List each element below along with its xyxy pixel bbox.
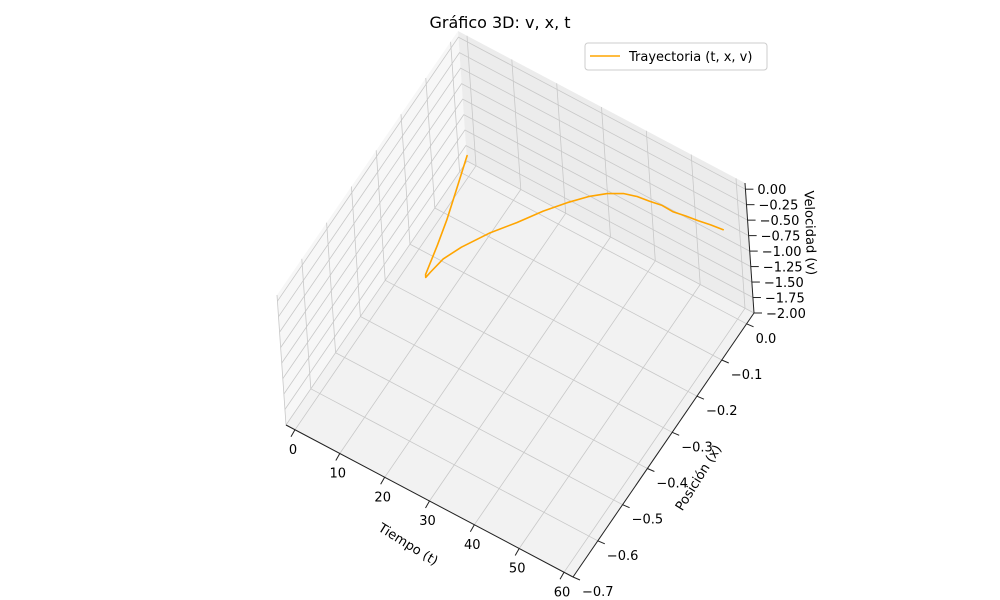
grid-line-v bbox=[282, 114, 751, 379]
x-tick bbox=[425, 500, 430, 509]
y-tick bbox=[721, 359, 729, 364]
z-tick-label: −1.75 bbox=[765, 292, 805, 307]
y-tick-label: 0.0 bbox=[756, 332, 777, 347]
y-tick-label: −0.4 bbox=[656, 477, 688, 492]
legend: Trayectoria (t, x, v) bbox=[584, 42, 768, 71]
x-tick bbox=[514, 548, 520, 556]
legend-box bbox=[584, 42, 768, 71]
z-tick-label: −0.25 bbox=[759, 199, 799, 214]
z-tick-label: −0.50 bbox=[760, 214, 800, 229]
grid-line-v bbox=[284, 144, 754, 410]
x-tick-label: 60 bbox=[554, 585, 571, 600]
z-tick-label: −1.50 bbox=[764, 276, 804, 291]
x-tick bbox=[335, 453, 341, 461]
x-tick bbox=[559, 572, 565, 580]
x-tick-label: 0 bbox=[289, 443, 297, 458]
z-tick-label: −1.00 bbox=[762, 245, 802, 260]
x-tick-label: 10 bbox=[330, 467, 347, 482]
grid-line-v bbox=[285, 160, 755, 426]
axis-ticks: 0 10 20 30 40 50 60 0.0 −0.1 −0.2 −0.3 −0.4 −0.5 −0.6… bbox=[289, 183, 806, 600]
y-tick-label: −0.5 bbox=[632, 513, 664, 528]
grid-line-v bbox=[277, 36, 746, 302]
z-tick-label: 0.00 bbox=[757, 183, 786, 198]
z-tick-label: −2.00 bbox=[766, 307, 806, 322]
pane-back-wall bbox=[277, 31, 467, 425]
series-line-0 bbox=[424, 154, 725, 279]
y-tick bbox=[647, 468, 655, 472]
y-tick-label: −0.2 bbox=[706, 404, 738, 419]
y-tick bbox=[622, 504, 630, 509]
series-layer bbox=[424, 154, 725, 279]
z-tick-label: −1.25 bbox=[763, 261, 803, 276]
grid-line-v bbox=[278, 52, 747, 317]
x-tick bbox=[469, 524, 475, 532]
grid-line-v bbox=[279, 67, 748, 333]
x-tick bbox=[380, 477, 386, 485]
y-tick bbox=[671, 431, 680, 436]
chart-title: Gráfico 3D: v, x, t bbox=[429, 13, 570, 32]
x-tick-label: 30 bbox=[419, 514, 436, 529]
y-axis-line bbox=[572, 312, 755, 578]
legend-label: Trayectoria (t, x, v) bbox=[628, 50, 752, 65]
y-tick bbox=[572, 576, 581, 581]
y-tick-label: −0.3 bbox=[681, 440, 713, 455]
y-tick-label: −0.6 bbox=[607, 549, 639, 564]
y-tick-label: −0.1 bbox=[731, 368, 763, 383]
x-tick-label: 20 bbox=[374, 490, 391, 505]
y-tick-label: −0.7 bbox=[582, 585, 614, 600]
grid-line-v bbox=[280, 83, 749, 348]
x-tick-label: 40 bbox=[464, 538, 481, 553]
grid-lines bbox=[276, 35, 755, 578]
x-tick bbox=[290, 429, 296, 437]
y-tick bbox=[597, 540, 605, 545]
x-tick-label: 50 bbox=[509, 562, 526, 577]
grid-line-v bbox=[283, 129, 753, 395]
y-tick bbox=[696, 395, 705, 400]
grid-line-v bbox=[281, 98, 750, 364]
y-tick bbox=[746, 323, 754, 328]
z-axis-label: Velocidad (v) bbox=[801, 190, 819, 275]
z-tick-label: −0.75 bbox=[761, 230, 801, 245]
